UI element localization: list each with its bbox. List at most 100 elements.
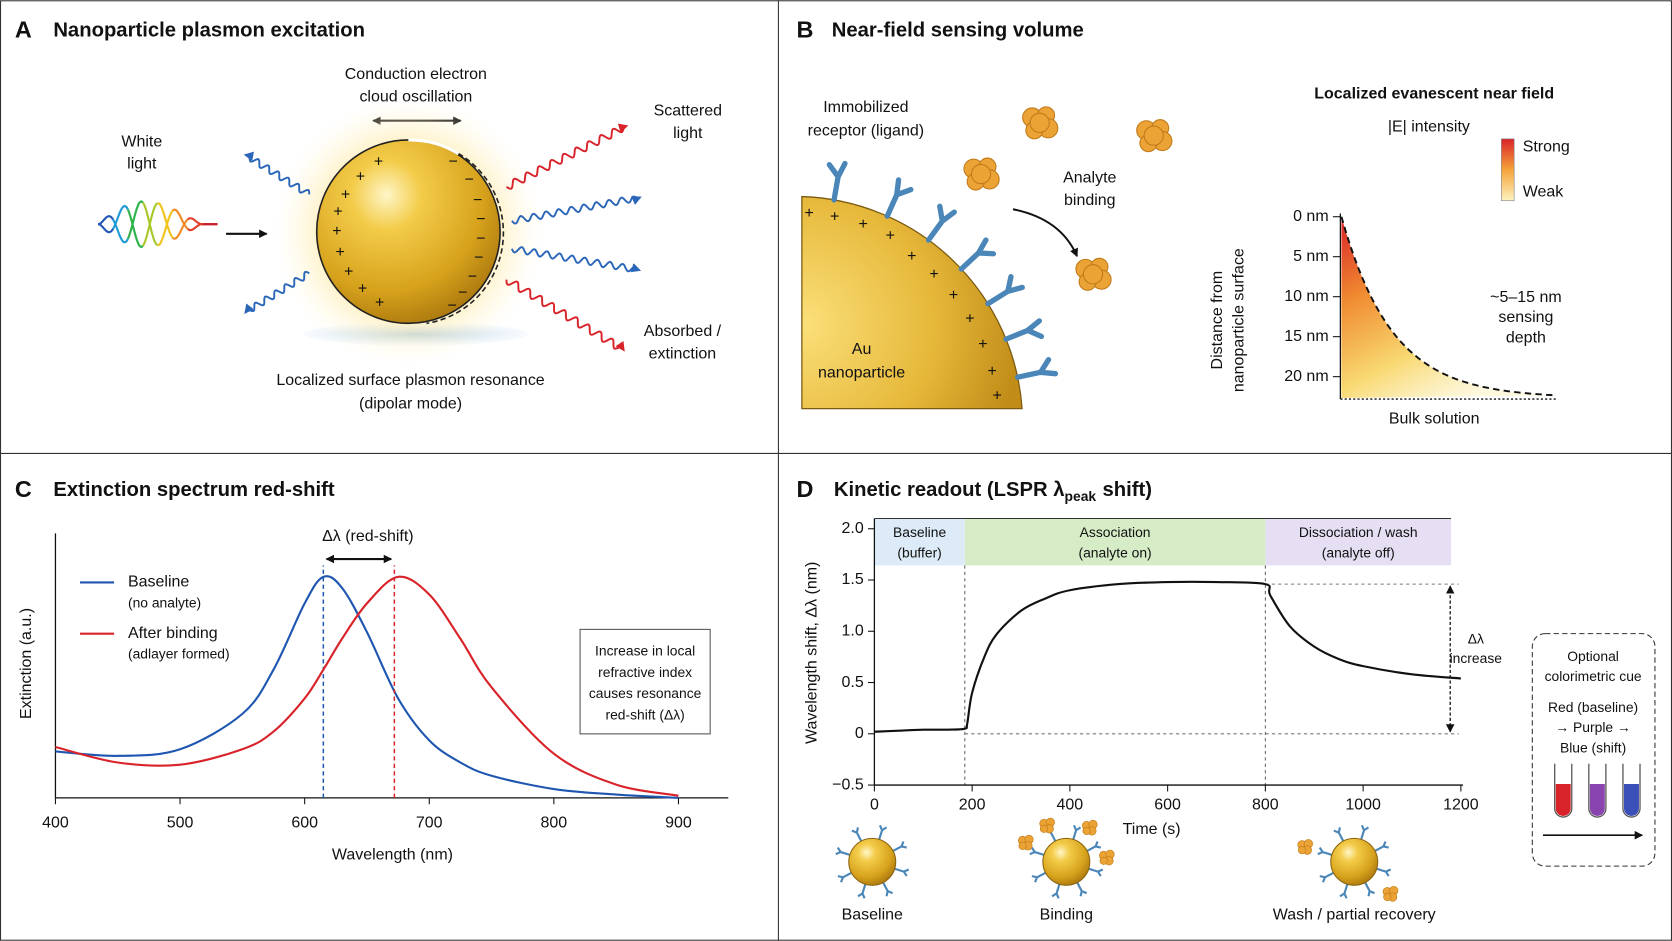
receptor [958, 237, 997, 272]
y-tick-label: 0 [855, 725, 864, 742]
x-tick-label: 600 [1154, 797, 1181, 814]
legend-label: Baseline [128, 574, 189, 591]
receptor [1374, 841, 1389, 852]
charge: + [358, 280, 367, 297]
field-subtitle: |E| intensity [1388, 118, 1470, 135]
light-wave [141, 201, 159, 247]
y-tick-label: 1.0 [841, 622, 863, 639]
receptor [1088, 867, 1104, 877]
charge: + [335, 244, 344, 261]
note: Increase in local [595, 642, 695, 658]
phase-note: (buffer) [897, 544, 941, 560]
light-wave [157, 209, 174, 247]
receptor [1003, 318, 1045, 342]
charge: − [465, 172, 474, 189]
receptor [1376, 867, 1392, 877]
x-axis-label: Time (s) [1123, 821, 1181, 838]
tube [1588, 763, 1607, 818]
analyte [1075, 257, 1112, 291]
y-axis-label: Extinction (a.u.) [18, 608, 35, 719]
charge: + [949, 287, 958, 304]
receptor [1317, 847, 1333, 856]
x-tick-label: 600 [291, 815, 318, 832]
x-tick-label: 900 [665, 815, 692, 832]
analyte-lobe [1099, 856, 1108, 865]
field-area [1341, 216, 1555, 398]
tube-liquid [1624, 784, 1639, 816]
receptor [894, 867, 910, 877]
axis-label: nanoparticle surface [1230, 248, 1247, 392]
field-title: Localized evanescent near field [1314, 85, 1554, 102]
charge: + [886, 228, 895, 245]
panel-title: Near-field sensing volume [832, 20, 1084, 42]
axis-label: Distance from [1209, 271, 1226, 370]
legend-note: (adlayer formed) [128, 646, 230, 662]
light-wave [157, 202, 174, 239]
label: light [127, 156, 157, 173]
receptor [985, 274, 1025, 307]
caption: (dipolar mode) [359, 396, 462, 413]
label: depth [1506, 329, 1546, 346]
charge: + [929, 266, 938, 283]
receptor [1029, 847, 1045, 856]
charge: + [332, 223, 341, 240]
receptor [1319, 871, 1334, 883]
receptor [878, 824, 888, 840]
tick-label: 20 nm [1284, 368, 1328, 385]
x-axis-label: Wavelength (nm) [332, 847, 453, 864]
phase-note: (analyte on) [1078, 544, 1151, 560]
decay-curve [1340, 216, 1555, 397]
cue-title: colorimetric cue [1545, 668, 1642, 684]
wave-arrow [511, 195, 642, 225]
charge: + [374, 154, 383, 171]
panel-title: Extinction spectrum red-shift [53, 479, 335, 501]
tube-liquid [1589, 784, 1605, 816]
stage-label: Wash / partial recovery [1273, 906, 1436, 923]
label: sensing [1498, 309, 1553, 326]
phase-note: (analyte off) [1322, 544, 1395, 560]
tube [1622, 763, 1641, 818]
analyte [1136, 119, 1173, 153]
label: Analyte [1063, 170, 1116, 187]
label: ~5–15 nm [1490, 289, 1562, 306]
y-tick-label: 1.5 [841, 571, 863, 588]
receptor [1333, 827, 1345, 842]
light-wave [187, 223, 203, 232]
charge: + [992, 387, 1001, 404]
receptor [892, 841, 907, 852]
nanoparticle-icon [848, 837, 897, 886]
charge: + [356, 168, 365, 185]
phase-band [964, 518, 1266, 566]
analyte-lobe [1143, 125, 1164, 146]
receptor [1086, 841, 1101, 852]
analyte-lobe [1039, 824, 1048, 833]
analyte-lobe [1082, 826, 1091, 835]
annotation: increase [1450, 650, 1503, 666]
nanoparticle-icon [1330, 837, 1379, 886]
light-wave [112, 218, 129, 244]
light-wave [187, 217, 203, 226]
panel-label: A [15, 16, 32, 42]
charge: − [476, 211, 485, 228]
tick-label: 15 nm [1284, 328, 1328, 345]
nanoparticle [315, 139, 501, 325]
kinetic-line [874, 580, 1461, 733]
analyte-lobe [1029, 112, 1050, 134]
receptor [925, 203, 957, 243]
charge: + [333, 204, 342, 221]
label: nanoparticle [818, 365, 905, 382]
x-tick-label: 0 [870, 797, 879, 814]
label: extinction [649, 345, 717, 362]
electron-cloud [426, 141, 505, 325]
charge: + [907, 248, 916, 265]
y-tick-label: 0.5 [841, 674, 863, 691]
light-wave [141, 202, 159, 247]
cue-box [1531, 633, 1656, 867]
charge: − [458, 285, 467, 302]
charge: + [858, 216, 867, 233]
x-tick-label: 400 [1057, 797, 1084, 814]
receptor [837, 871, 853, 883]
receptor [884, 177, 914, 219]
annotation: Δλ (red-shift) [322, 528, 414, 545]
